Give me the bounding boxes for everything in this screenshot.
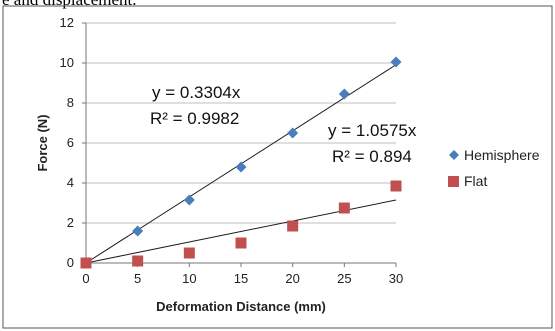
point-flat-3 <box>235 237 247 249</box>
y-tick-label-8: 8 <box>67 95 74 110</box>
x-tick-label-5: 5 <box>134 271 141 286</box>
labels: y = 0.3304x R² = 0.9982 y = 1.0575x R² =… <box>35 83 417 314</box>
data-points <box>80 56 402 269</box>
legend-label-flat: Flat <box>464 173 487 189</box>
point-hemisphere-4 <box>287 127 299 139</box>
x-tick-label-0: 0 <box>82 271 89 286</box>
point-hemisphere-5 <box>338 88 350 100</box>
y-tick-label-0: 0 <box>67 255 74 270</box>
point-flat-2 <box>183 247 195 259</box>
caption-fragment: e and displacement. <box>2 0 137 10</box>
point-flat-4 <box>287 220 299 232</box>
legend-label-hemisphere: Hemisphere <box>464 147 540 163</box>
trendline-equation-hemisphere: y = 0.3304x <box>152 83 241 102</box>
x-tick-label-30: 30 <box>389 271 403 286</box>
chart-border <box>2 5 553 329</box>
x-axis-title: Deformation Distance (mm) <box>156 299 326 314</box>
x-tick-label-15: 15 <box>234 271 248 286</box>
point-hemisphere-6 <box>390 56 402 68</box>
point-flat-0 <box>80 257 92 269</box>
trendline-r2-hemisphere: R² = 0.9982 <box>150 109 239 128</box>
y-tick-label-4: 4 <box>67 175 74 190</box>
trendline-r2-flat: R² = 0.894 <box>332 147 412 166</box>
point-hemisphere-3 <box>235 161 247 173</box>
legend-marker-hemisphere <box>449 150 459 160</box>
x-tick-label-10: 10 <box>182 271 196 286</box>
y-tick-label-2: 2 <box>67 215 74 230</box>
y-tick-label-6: 6 <box>67 135 74 150</box>
y-tick-label-10: 10 <box>60 55 74 70</box>
y-tick-label-12: 12 <box>60 15 74 30</box>
gridlines <box>86 22 396 224</box>
point-flat-1 <box>132 255 144 267</box>
point-flat-5 <box>338 202 350 214</box>
point-hemisphere-2 <box>183 194 195 206</box>
trendline-equation-flat: y = 1.0575x <box>328 121 417 140</box>
legend: Hemisphere Flat <box>448 147 540 189</box>
point-flat-6 <box>390 180 402 192</box>
legend-marker-flat <box>448 176 459 187</box>
point-hemisphere-1 <box>132 225 144 237</box>
x-tick-label-20: 20 <box>285 271 299 286</box>
y-axis-title: Force (N) <box>35 114 50 171</box>
x-tick-label-25: 25 <box>337 271 351 286</box>
